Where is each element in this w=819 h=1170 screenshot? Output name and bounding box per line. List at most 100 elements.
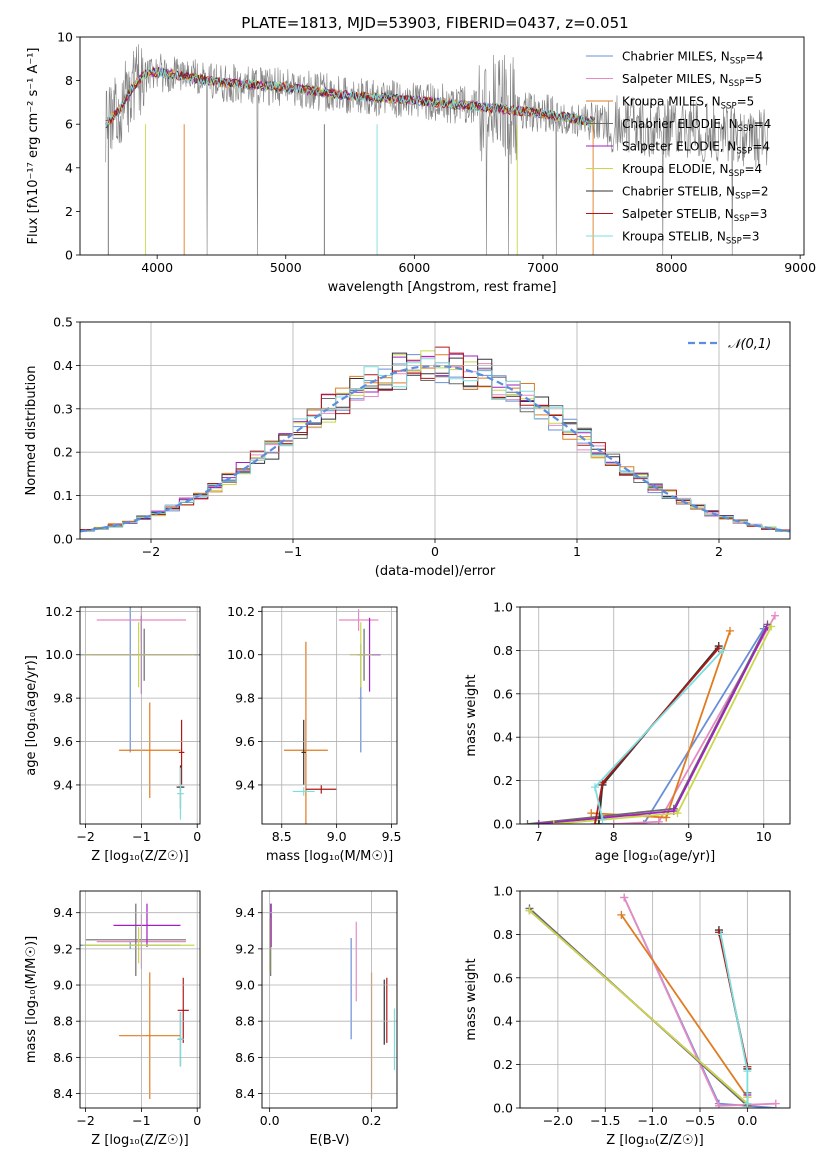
axes-frame xyxy=(79,890,201,1109)
y-tick-label: 8.4 xyxy=(235,1086,255,1101)
y-tick-label: 0.4 xyxy=(493,1014,513,1029)
y-tick-label: 10 xyxy=(57,30,73,45)
x-tick-label: 5000 xyxy=(270,260,302,275)
y-tick-label: 0.1 xyxy=(53,488,73,503)
x-tick-label: 0 xyxy=(193,1113,201,1128)
y-axis-label: mass [log₁₀(M/M☉)] xyxy=(24,936,39,1063)
x-tick-label: 2 xyxy=(715,544,723,559)
y-tick-label: 8.8 xyxy=(53,1014,73,1029)
axes-frame xyxy=(79,321,791,540)
x-tick-label: −1.5 xyxy=(590,1113,620,1128)
y-tick-label: 9.4 xyxy=(53,905,73,920)
y-tick-label: 9.2 xyxy=(235,941,255,956)
axes-frame xyxy=(519,606,791,825)
mass-weight-line xyxy=(620,914,749,1098)
y-tick-label: 0.6 xyxy=(493,970,513,985)
x-tick-label: −1 xyxy=(132,829,150,844)
x-axis-label: Z [log₁₀(Z/Z☉)] xyxy=(91,1133,188,1148)
mass-weight-marker xyxy=(591,783,599,792)
y-tick-label: 4 xyxy=(65,160,73,175)
y-tick-label: 0.2 xyxy=(493,1057,513,1072)
y-tick-label: 0 xyxy=(65,248,73,263)
y-tick-label: 1.0 xyxy=(493,884,513,899)
x-tick-label: 4000 xyxy=(141,260,173,275)
mass-weight-marker xyxy=(617,910,626,919)
y-tick-label: 8.4 xyxy=(53,1086,73,1101)
legend-label: Chabrier MILES, NSSP=4 xyxy=(622,50,763,67)
y-tick-label: 0.5 xyxy=(53,315,73,330)
y-tick-label: 0.2 xyxy=(53,445,73,460)
x-tick-label: 9000 xyxy=(784,260,816,275)
y-tick-label: 9.6 xyxy=(235,734,255,749)
legend-label: Salpeter ELODIE, NSSP=4 xyxy=(622,140,770,157)
y-tick-label: 9.0 xyxy=(53,978,73,993)
mass-weight-marker xyxy=(718,646,727,655)
mass-weight-marker xyxy=(594,820,603,824)
legend-label: Kroupa STELIB, NSSP=3 xyxy=(622,230,760,247)
mass-weight-marker xyxy=(609,820,618,824)
spectrum-model-line xyxy=(105,67,595,128)
y-tick-label: 9.2 xyxy=(53,941,73,956)
x-tick-label: 0.2 xyxy=(362,1113,382,1128)
x-tick-label: 8 xyxy=(610,829,618,844)
x-tick-label: 8000 xyxy=(656,260,688,275)
y-axis-label: mass weight xyxy=(464,958,479,1040)
plot-area xyxy=(525,893,780,1108)
mass-weight-line xyxy=(613,615,776,824)
y-tick-label: 9.8 xyxy=(53,691,73,706)
x-axis-label: (data-model)/error xyxy=(375,564,496,579)
y-tick-label: 1.0 xyxy=(493,600,513,615)
y-tick-label: 8.6 xyxy=(235,1050,255,1065)
y-axis-label: mass weight xyxy=(464,674,479,756)
x-axis-label: age [log₁₀(age/yr)] xyxy=(595,849,716,864)
x-tick-label: 7 xyxy=(535,829,543,844)
y-tick-label: 9.4 xyxy=(235,777,255,792)
legend-label: Salpeter STELIB, NSSP=3 xyxy=(622,207,767,224)
y-axis-label: age [log₁₀(age/yr)] xyxy=(24,655,39,776)
y-tick-label: 0.4 xyxy=(53,358,73,373)
mass-weight-line xyxy=(527,623,769,824)
legend-label: Kroupa ELODIE, NSSP=4 xyxy=(622,162,762,179)
x-tick-label: −1 xyxy=(284,544,302,559)
y-tick-label: 10.2 xyxy=(45,604,73,619)
mass-weight-marker xyxy=(620,893,629,902)
x-tick-label: −2 xyxy=(76,1113,94,1128)
y-tick-label: 10.0 xyxy=(227,647,255,662)
axes-frame xyxy=(79,36,805,256)
x-tick-label: 1 xyxy=(573,544,581,559)
x-tick-label: −1.0 xyxy=(637,1113,667,1128)
y-tick-label: 8.8 xyxy=(235,1014,255,1029)
y-tick-label: 0.4 xyxy=(493,730,513,745)
mass-weight-marker xyxy=(591,820,599,824)
x-tick-label: −2.0 xyxy=(543,1113,573,1128)
mass-weight-marker xyxy=(587,809,596,818)
x-tick-label: −2 xyxy=(76,829,94,844)
plot-area xyxy=(283,609,381,824)
axes-frame xyxy=(79,606,201,825)
plot-area xyxy=(80,903,195,1099)
mass-weight-marker xyxy=(673,809,682,818)
legend-label: Salpeter MILES, NSSP=5 xyxy=(622,72,762,89)
y-tick-label: 9.4 xyxy=(53,777,73,792)
mass-weight-marker xyxy=(534,820,543,824)
y-tick-label: 0.2 xyxy=(493,773,513,788)
Z-age-panel: −2 −1 0 9.4 9.6 9.8 10.0 10.2 Z [log₁₀(Z/Z☉)] age… xyxy=(24,604,201,864)
x-tick-label: 0 xyxy=(431,544,439,559)
y-tick-label: 0.0 xyxy=(493,817,513,832)
mass-weight-marker xyxy=(639,820,648,824)
y-axis-label: Flux [fλ10⁻¹⁷ erg cm⁻² s⁻¹ A⁻¹] xyxy=(26,48,41,245)
x-tick-label: 0 xyxy=(193,829,201,844)
y-tick-label: 9.4 xyxy=(235,905,255,920)
y-tick-label: 0.0 xyxy=(493,1101,513,1116)
x-tick-label: 7000 xyxy=(527,260,559,275)
Z-weight-panel: −2.0 −1.5 −1.0 −0.5 0.0 0.0 0.2 0.4 0.6 0.8 1.0 Z [… xyxy=(464,884,791,1148)
mass-weight-marker xyxy=(771,611,779,620)
figure-title: PLATE=1813, MJD=53903, FIBERID=0437, z=0… xyxy=(241,14,628,32)
mass-weight-marker xyxy=(714,1101,723,1108)
mass-weight-marker xyxy=(726,626,734,635)
y-axis-label: Normed distribution xyxy=(24,366,39,496)
mass-weight-line xyxy=(598,628,765,824)
spectrum-panel: 4000 5000 6000 7000 8000 9000 0 2 4 6 8 10 wavelengt… xyxy=(26,30,816,296)
axes-frame xyxy=(261,606,398,825)
